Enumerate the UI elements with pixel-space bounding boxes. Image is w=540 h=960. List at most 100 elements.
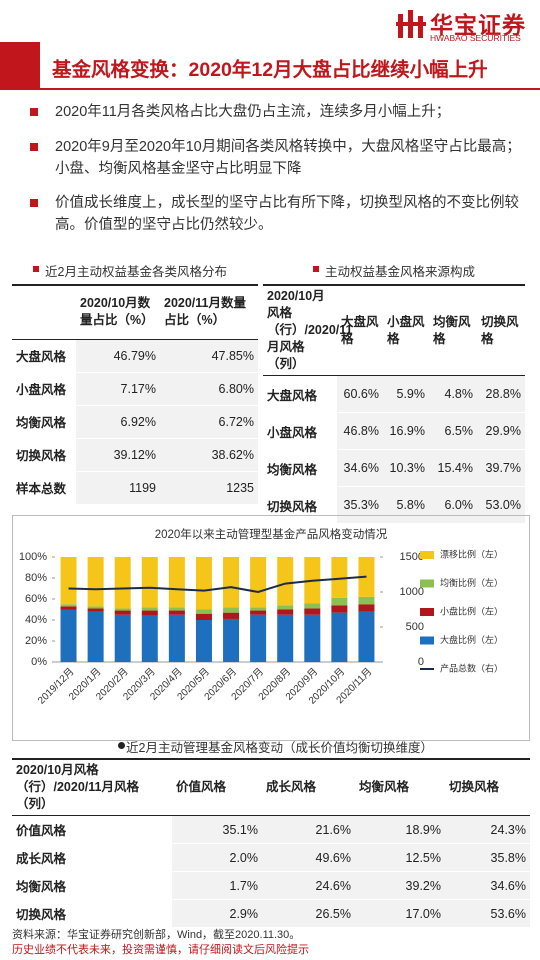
bar-segment xyxy=(250,610,267,615)
row-label: 切换风格 xyxy=(12,899,172,928)
bar-segment xyxy=(277,605,294,610)
legend-label: 均衡比例（左） xyxy=(440,577,503,588)
bar-segment xyxy=(168,557,185,608)
table-row: 大盘风格 46.79% 47.85% xyxy=(12,339,258,373)
bar-segment xyxy=(195,609,212,614)
value-cell: 17.0% xyxy=(355,899,445,928)
table-row: 切换风格 35.3% 5.8% 6.0% 53.0% xyxy=(263,486,525,524)
y-tick-label: 80% xyxy=(25,572,47,584)
bar-segment xyxy=(168,614,185,662)
row-label: 价值风格 xyxy=(12,815,172,844)
value-cell: 60.6% xyxy=(337,375,383,413)
value-cell: 2.0% xyxy=(172,843,262,872)
bar-segment xyxy=(168,607,185,611)
bar-segment xyxy=(114,614,131,662)
bar-segment xyxy=(141,557,158,608)
line-series xyxy=(68,575,367,594)
value-cell: 6.92% xyxy=(76,405,160,439)
header-row: 2020/10月风格（行）/2020/11月风格（列） 大盘风格 小盘风格 均衡风格切… xyxy=(263,285,525,376)
header-cell: 成长风格 xyxy=(262,759,355,816)
bar-segment xyxy=(60,609,77,662)
risk-note: 历史业绩不代表未来，投资需谨慎，请仔细阅读文后风险提示 xyxy=(12,944,309,956)
value-cell: 15.4% xyxy=(429,449,477,487)
row-label: 样本总数 xyxy=(12,471,76,505)
bar-segment xyxy=(87,608,104,612)
value-cell: 1235 xyxy=(160,471,258,505)
row-label: 均衡风格 xyxy=(263,449,337,487)
bar-segment xyxy=(358,611,375,662)
header-cell: 2020/11月数量占比（%） xyxy=(160,285,258,340)
header-bar xyxy=(0,42,40,90)
row-label: 切换风格 xyxy=(12,438,76,472)
y-tick-label: 0% xyxy=(31,656,47,668)
bar-segment xyxy=(141,607,158,611)
header-cell: 2020/10月风格（行）/2020/11月风格（列） xyxy=(12,759,172,816)
bar-segment xyxy=(223,607,240,613)
value-cell: 2.9% xyxy=(172,899,262,928)
value-cell: 21.6% xyxy=(262,815,355,844)
section-marker xyxy=(118,742,125,749)
value-cell: 6.72% xyxy=(160,405,258,439)
data-table: 2020/10月风格（行）/2020/11月风格（列） 价值风格 成长风格 均衡风格切… xyxy=(12,758,530,928)
bar-segment xyxy=(331,557,348,598)
value-cell: 38.62% xyxy=(160,438,258,472)
value-cell: 10.3% xyxy=(383,449,429,487)
value-cell: 39.7% xyxy=(477,449,525,487)
bar-segment xyxy=(223,612,240,619)
y2-tick-label: 500 xyxy=(406,621,424,633)
bullet-marker xyxy=(30,108,38,116)
header-rule xyxy=(40,88,540,90)
row-label: 大盘风格 xyxy=(12,339,76,373)
bullet-text: 2020年11月各类风格占比大盘仍占主流，连续多月小幅上升； xyxy=(55,104,451,120)
bar-segment xyxy=(114,610,131,615)
table-title: 近2月主动权益基金各类风格分布 xyxy=(45,265,227,279)
y2-tick-label: 1500 xyxy=(400,551,424,563)
bar-segment xyxy=(250,607,267,611)
value-cell: 26.5% xyxy=(262,899,355,928)
header-row: 2020/10月数量占比（%） 2020/11月数量占比（%） xyxy=(12,285,258,340)
bar-segment xyxy=(223,618,240,662)
header-cell: 2020/10月数量占比（%） xyxy=(76,285,160,340)
header-cell: 大盘风格 xyxy=(337,285,383,376)
bar-segment xyxy=(304,603,321,609)
bullet-text: 2020年9月至2020年10月期间各类风格转换中，大盘风格坚守占比最高；小盘、… xyxy=(55,139,521,177)
value-cell: 18.9% xyxy=(355,815,445,844)
header-cell: 切换风格 xyxy=(477,285,525,376)
row-label: 均衡风格 xyxy=(12,405,76,439)
y-tick-label: 60% xyxy=(25,593,47,605)
bar-segment xyxy=(114,608,131,611)
bar-segment xyxy=(87,611,104,662)
legend-label: 小盘比例（左） xyxy=(440,605,503,616)
header-cell: 均衡风格 xyxy=(355,759,445,816)
bullet-text: 价值成长维度上，成长型的坚守占比有所下降，切换型风格的不变比例较高。价值型的坚守… xyxy=(55,195,519,233)
table-row: 大盘风格 60.6% 5.9% 4.8% 28.8% xyxy=(263,375,525,413)
row-label: 小盘风格 xyxy=(263,412,337,450)
table-row: 均衡风格 6.92% 6.72% xyxy=(12,405,258,439)
value-cell: 6.5% xyxy=(429,412,477,450)
bar-segment xyxy=(223,557,240,608)
table-row: 价值风格 35.1% 21.6% 18.9% 24.3% xyxy=(12,815,530,844)
value-cell: 53.0% xyxy=(477,486,525,524)
header-cell xyxy=(12,285,76,340)
y2-tick-label: 1000 xyxy=(400,586,424,598)
value-cell: 46.79% xyxy=(76,339,160,373)
table-title: 近2月主动管理基金风格变动（成长价值均衡切换维度） xyxy=(126,741,433,755)
legend-swatch xyxy=(420,579,434,588)
legend-swatch xyxy=(420,608,434,616)
value-cell: 34.6% xyxy=(445,871,530,900)
row-label: 成长风格 xyxy=(12,843,172,872)
y-tick-label: 40% xyxy=(25,614,47,626)
value-cell: 5.8% xyxy=(383,486,429,524)
legend-label: 大盘比例（左） xyxy=(440,634,503,645)
bar-segment xyxy=(358,596,375,605)
value-cell: 7.17% xyxy=(76,372,160,406)
value-cell: 12.5% xyxy=(355,843,445,872)
value-cell: 46.8% xyxy=(337,412,383,450)
table-row: 均衡风格 1.7% 24.6% 39.2% 34.6% xyxy=(12,871,530,900)
bar-segment xyxy=(277,609,294,615)
bar-segment xyxy=(141,610,158,616)
bar-segment xyxy=(195,620,212,662)
bar-segment xyxy=(331,605,348,613)
bar-segment xyxy=(331,597,348,606)
row-label: 大盘风格 xyxy=(263,375,337,413)
